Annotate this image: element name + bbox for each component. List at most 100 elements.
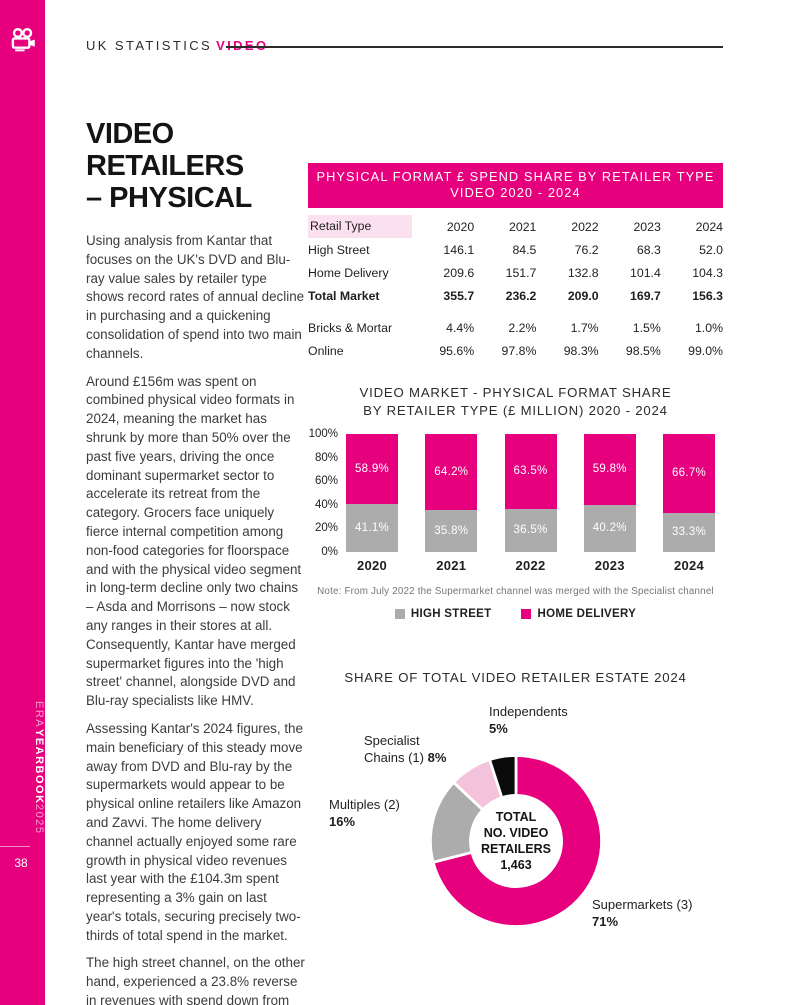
bar-chart-title: VIDEO MARKET - PHYSICAL FORMAT SHARE BY …: [359, 385, 672, 418]
donut-slice-supermarkets-3: [431, 754, 603, 928]
spend-table-block: PHYSICAL FORMAT £ SPEND SHARE BY RETAILE…: [308, 163, 723, 362]
table-row: Total Market 355.7 236.2 209.0 169.7 156.3: [308, 284, 723, 307]
page-number: 38: [14, 856, 28, 870]
x-tick-label: 2021: [436, 558, 467, 573]
cell-value: 1.0%: [694, 320, 723, 335]
bar-chart-x-axis: 2020 2021 2022 2023 2024: [346, 558, 715, 573]
bar-chart-legend: HIGH STREET HOME DELIVERY: [308, 608, 723, 620]
donut-rings: [429, 754, 603, 928]
brand-era: ERA: [33, 701, 45, 729]
stacked-bar: 64.2% 35.8%: [425, 434, 478, 552]
x-tick-label: 2023: [594, 558, 625, 573]
bar-segment-home-delivery: 63.5%: [504, 434, 557, 509]
donut-label-supermarkets: Supermarkets (3) 71%: [592, 897, 693, 929]
article-paragraph: Around £156m was spent on combined physi…: [86, 373, 302, 709]
row-label: Online: [308, 343, 344, 358]
cell-value: 104.3: [692, 265, 723, 280]
legend-item: HOME DELIVERY: [521, 608, 636, 620]
donut-chart: TOTAL NO. VIDEO RETAILERS 1,463: [423, 748, 609, 934]
legend-swatch: [521, 609, 532, 619]
row-label: Bricks & Mortar: [308, 320, 393, 335]
brand-yearbook: YEARBOOK: [33, 728, 45, 805]
bar-chart-block: VIDEO MARKET - PHYSICAL FORMAT SHARE BY …: [308, 384, 723, 620]
y-tick-label: 40%: [314, 498, 338, 511]
spend-table-title: PHYSICAL FORMAT £ SPEND SHARE BY RETAILE…: [308, 163, 723, 208]
page-title: VIDEO RETAILERS – PHYSICAL: [86, 118, 252, 214]
header-rule: [226, 46, 723, 48]
cell-value: 101.4: [630, 265, 661, 280]
section-header-label: UK STATISTICS: [86, 38, 213, 53]
cell-value: 146.1: [443, 242, 475, 257]
legend-item: HIGH STREET: [394, 608, 492, 620]
bar-chart-y-axis: 100% 80% 60% 40% 20% 0%: [308, 428, 338, 558]
sidebar: ERA YEARBOOK 2025 38: [0, 0, 45, 1005]
cell-value: 2021: [509, 219, 537, 234]
bar-segment-home-delivery: 64.2%: [425, 434, 478, 510]
article-paragraph: The high street channel, on the other ha…: [86, 955, 305, 1005]
cell-value: 52.0: [699, 242, 723, 257]
cell-value: 2024: [695, 219, 723, 234]
row-label: Total Market: [308, 288, 380, 303]
cell-value: 97.8%: [501, 343, 537, 358]
bar-chart-plot: 100% 80% 60% 40% 20% 0% 58.9% 41.1% 64.2% 35.8% 6…: [308, 428, 723, 558]
cell-value: 169.7: [630, 288, 661, 303]
stacked-bar: 59.8% 40.2%: [583, 434, 636, 552]
row-label: Home Delivery: [308, 265, 389, 280]
y-tick-label: 0%: [321, 546, 338, 558]
table-row: Online 95.6% 97.8% 98.3% 98.5% 99.0%: [308, 339, 723, 362]
stacked-bar: 63.5% 36.5%: [504, 434, 557, 552]
article-paragraph: Using analysis from Kantar that focuses …: [86, 233, 305, 361]
y-tick-label: 80%: [314, 451, 338, 464]
cell-value: 2023: [633, 219, 661, 234]
table-row: Home Delivery 209.6 151.7 132.8 101.4 104.3: [308, 261, 723, 284]
bar-segment-home-delivery: 59.8%: [583, 434, 636, 505]
section-header-accent: VIDEO: [216, 38, 268, 53]
y-tick-label: 60%: [314, 475, 338, 488]
bar-segment-high-street: 36.5%: [504, 508, 557, 552]
article-paragraph: Assessing Kantar's 2024 figures, the mai…: [86, 720, 303, 943]
cell-value: 156.3: [692, 288, 723, 303]
cell-value: 84.5: [512, 242, 537, 257]
legend-swatch: [394, 609, 405, 619]
cell-value: 209.6: [443, 265, 475, 280]
bar-segment-high-street: 33.3%: [663, 512, 715, 552]
donut-chart-block: SHARE OF TOTAL VIDEO RETAILER ESTATE 202…: [308, 670, 723, 970]
table-row: High Street 146.1 84.5 76.2 68.3 52.0: [308, 238, 723, 261]
cell-value: 132.8: [567, 265, 599, 280]
cell-value: 4.4%: [446, 320, 475, 335]
cell-value: 209.0: [567, 288, 599, 303]
cell-value: 99.0%: [688, 343, 723, 358]
cell-value: 236.2: [505, 288, 537, 303]
page-number-divider: [0, 846, 30, 847]
table-spacer: [308, 307, 723, 316]
donut-label-independents: Independents 5%: [489, 704, 568, 736]
y-tick-label: 100%: [308, 428, 338, 440]
cell-value: 95.6%: [439, 343, 475, 358]
bar-chart-bars: 58.9% 41.1% 64.2% 35.8% 63.5% 36.5% 59.8% 40.2%…: [346, 434, 715, 552]
bar-chart-note: Note: From July 2022 the Supermarket cha…: [317, 586, 714, 597]
cell-value: 1.5%: [632, 320, 661, 335]
stacked-bar: 66.7% 33.3%: [663, 434, 715, 552]
x-tick-label: 2020: [356, 558, 388, 573]
donut-chart-title: SHARE OF TOTAL VIDEO RETAILER ESTATE 202…: [344, 670, 687, 685]
article-column: VIDEO RETAILERS – PHYSICAL Using analysis…: [86, 118, 305, 1005]
cell-value: 98.5%: [625, 343, 661, 358]
cell-value: 151.7: [505, 265, 537, 280]
y-tick-label: 20%: [314, 522, 338, 535]
cell-value: 2.2%: [508, 320, 537, 335]
row-label: High Street: [308, 242, 370, 257]
donut-slice-independents: [487, 754, 518, 800]
spend-table: Retail Type 2020 2021 2022 2023 2024 High Stre…: [308, 215, 723, 362]
cell-value: 355.7: [443, 288, 475, 303]
legend-label: HIGH STREET: [410, 608, 492, 620]
stacked-bar: 58.9% 41.1%: [346, 434, 398, 552]
cell-value: 68.3: [636, 242, 661, 257]
bar-segment-home-delivery: 66.7%: [663, 434, 715, 513]
cell-value: 76.2: [574, 242, 599, 257]
spend-table-title-line1: PHYSICAL FORMAT £ SPEND SHARE BY RETAILE…: [316, 169, 715, 184]
bar-segment-high-street: 41.1%: [346, 503, 398, 552]
cell-value: 98.3%: [563, 343, 599, 358]
table-header-row: Retail Type 2020 2021 2022 2023 2024: [308, 215, 723, 238]
